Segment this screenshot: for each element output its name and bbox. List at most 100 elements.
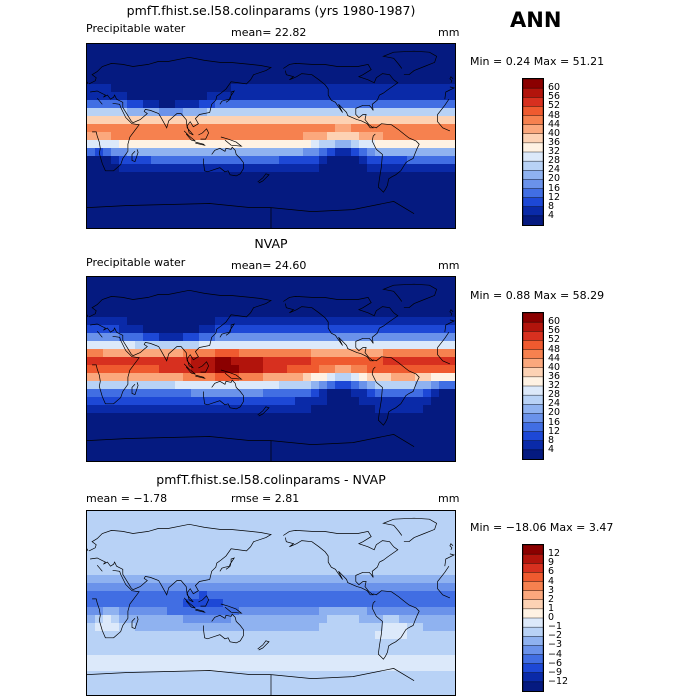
coastline xyxy=(257,173,270,184)
colorbar-bin xyxy=(523,617,543,628)
colorbar-bin xyxy=(523,170,543,180)
colorbar-tick-label: 16 xyxy=(548,182,561,194)
colorbar-tick-label: 52 xyxy=(548,100,561,112)
panel-1-variable-label: Precipitable water xyxy=(86,22,186,35)
colorbar-tick-label: 56 xyxy=(548,91,561,103)
colorbar-bin xyxy=(523,545,543,555)
panel-2-map xyxy=(86,276,456,462)
coastline xyxy=(220,369,243,380)
colorbar-tick-label: 52 xyxy=(548,334,561,346)
colorbar-tick-label: 60 xyxy=(548,82,561,94)
colorbar-bin xyxy=(523,142,543,153)
colorbar-tick-label: −4 xyxy=(548,648,563,660)
colorbar-tick-label: 40 xyxy=(548,127,561,139)
coastline xyxy=(371,123,420,193)
coastline xyxy=(183,597,196,609)
colorbar-bin xyxy=(523,206,543,217)
colorbar-tick-label: 56 xyxy=(548,325,561,337)
colorbar-tick-label: −2 xyxy=(548,630,563,642)
colorbar-tick-label: 2 xyxy=(548,593,555,605)
colorbar-bin xyxy=(523,422,543,433)
colorbar-tick-label: 32 xyxy=(548,380,561,391)
colorbar-tick-label: 1 xyxy=(548,602,555,614)
colorbar-bin xyxy=(523,672,543,683)
coastline xyxy=(198,361,209,373)
colorbar-bin xyxy=(523,572,543,583)
colorbar-tick-label: 36 xyxy=(548,370,561,382)
colorbar-bin xyxy=(523,590,543,601)
colorbar-tick-label: 48 xyxy=(548,343,561,355)
coastline xyxy=(198,128,209,140)
colorbar-tick-label: −1 xyxy=(548,621,563,633)
colorbar-tick-label: 24 xyxy=(548,164,561,176)
colorbar-tick-label: 20 xyxy=(548,407,561,419)
colorbar-tick-label: 4 xyxy=(548,209,555,221)
colorbar-bin xyxy=(523,340,543,351)
coastline xyxy=(195,374,206,379)
panel-2-mean: mean= 24.60 xyxy=(231,259,307,272)
coastline xyxy=(87,76,454,85)
panel-2-colorbar xyxy=(522,312,544,460)
colorbar-tick-label: −3 xyxy=(548,639,563,651)
colorbar-bin xyxy=(523,599,543,610)
colorbar-bin xyxy=(523,608,543,619)
colorbar-bin xyxy=(523,394,543,405)
colorbar-bin xyxy=(523,431,543,442)
colorbar-bin xyxy=(523,188,543,199)
colorbar-bin xyxy=(523,197,543,208)
panel-2-units: mm xyxy=(438,259,460,272)
colorbar-bin xyxy=(523,106,543,117)
coastline xyxy=(257,640,270,651)
colorbar-tick-label: 28 xyxy=(548,389,561,401)
colorbar-tick-label: −6 xyxy=(548,657,563,669)
colorbar-tick-label: 32 xyxy=(548,146,561,157)
colorbar-tick-label: 44 xyxy=(548,352,561,364)
colorbar-tick-label: 4 xyxy=(548,443,555,455)
coastline xyxy=(283,63,399,129)
coastline xyxy=(195,608,206,613)
coastline xyxy=(87,668,415,695)
panel-3-colorbar xyxy=(522,544,544,692)
colorbar-bin xyxy=(523,151,543,162)
colorbar-tick-label: 48 xyxy=(548,109,561,121)
panel-3-minmax: Min = −18.06 Max = 3.47 xyxy=(470,521,614,534)
coastline xyxy=(257,406,270,417)
colorbar-tick-label: 20 xyxy=(548,173,561,185)
coastline xyxy=(203,613,244,644)
colorbar-bin xyxy=(523,449,543,459)
coastlines xyxy=(87,283,455,461)
coastline xyxy=(371,356,420,426)
panel-1-colorbar xyxy=(522,78,544,226)
coastline xyxy=(92,330,451,405)
coastline xyxy=(220,136,243,147)
coastline xyxy=(382,283,438,309)
coastline xyxy=(131,149,139,163)
colorbar-bin xyxy=(523,79,543,89)
coastline xyxy=(87,434,415,461)
coastline xyxy=(195,141,206,146)
colorbar-tick-label: 28 xyxy=(548,155,561,167)
coastline xyxy=(283,530,399,596)
panel-3-map xyxy=(86,510,456,696)
colorbar-tick-label: −12 xyxy=(548,675,569,687)
colorbar-bin xyxy=(523,376,543,387)
field-cells xyxy=(87,511,455,695)
coastline xyxy=(87,201,415,228)
coastline xyxy=(198,595,209,607)
coastline xyxy=(88,523,455,603)
colorbar-tick-label: 40 xyxy=(548,361,561,373)
colorbar-tick-label: 12 xyxy=(548,425,561,437)
panel-1-title: pmfT.fhist.se.l58.colinparams (yrs 1980-… xyxy=(126,3,416,18)
colorbar-tick-label: 3 xyxy=(548,584,555,596)
colorbar-bin xyxy=(523,215,543,225)
colorbar-bin xyxy=(523,313,543,323)
colorbar-tick-label: 24 xyxy=(548,398,561,410)
colorbar-bin xyxy=(523,331,543,341)
season-label: ANN xyxy=(510,8,562,32)
colorbar-bin xyxy=(523,663,543,674)
coastline xyxy=(88,289,455,369)
colorbar-tick-label: 8 xyxy=(548,434,555,446)
coastline xyxy=(92,564,451,639)
coastlines xyxy=(87,517,455,695)
panel-1-mean: mean= 22.82 xyxy=(231,26,307,39)
